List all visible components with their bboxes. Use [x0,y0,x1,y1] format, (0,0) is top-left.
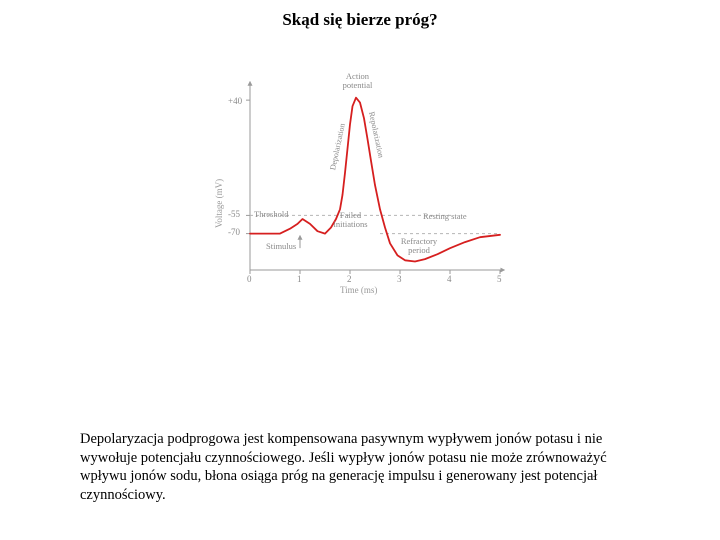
x-tick: 2 [347,274,352,284]
y-tick-plus40: +40 [228,96,242,106]
label-resting: Resting state [423,212,467,221]
y-axis-label: Voltage (mV) [214,179,224,228]
x-tick: 1 [297,274,302,284]
x-tick: 3 [397,274,402,284]
y-tick-minus70: -70 [228,227,240,237]
x-tick: 5 [497,274,502,284]
svg-text:Depolarization: Depolarization [328,123,347,171]
explanation-paragraph: Depolaryzacja podprogowa jest kompensowa… [80,430,640,504]
page-title: Skąd się bierze próg? [0,10,720,30]
x-tick: 4 [447,274,452,284]
x-axis-label: Time (ms) [340,285,377,295]
y-tick-minus55: -55 [228,209,240,219]
label-refractory: Refractoryperiod [393,237,445,255]
label-action-potential: Actionpotential [330,72,385,90]
action-potential-chart: DepolarizationRepolarization Voltage (mV… [210,70,510,300]
x-tick: 0 [247,274,252,284]
label-threshold: Threshold [254,210,288,219]
label-failed: Failedinitiations [328,211,373,229]
label-stimulus: Stimulus [266,242,296,251]
